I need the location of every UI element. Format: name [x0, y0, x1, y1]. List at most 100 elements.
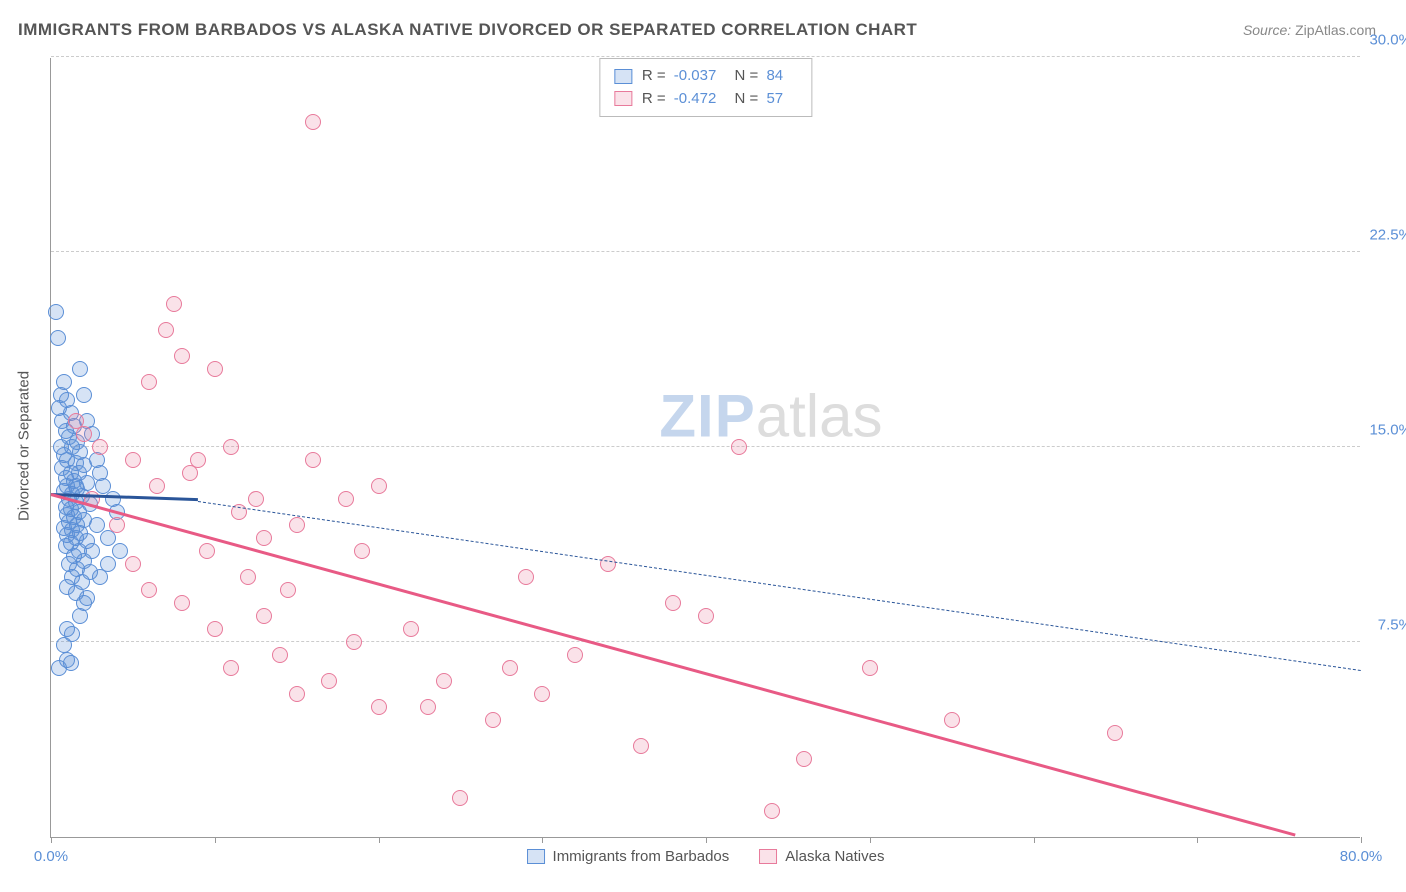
- data-point-alaska: [338, 491, 354, 507]
- legend-label-alaska: Alaska Natives: [785, 848, 884, 865]
- data-point-alaska: [731, 439, 747, 455]
- gridline: [51, 251, 1360, 252]
- data-point-barbados: [100, 556, 116, 572]
- xtick: [1197, 837, 1198, 843]
- y-axis-label: Divorced or Separated: [16, 371, 33, 521]
- data-point-barbados: [89, 517, 105, 533]
- data-point-alaska: [280, 582, 296, 598]
- data-point-barbados: [56, 637, 72, 653]
- data-point-barbados: [72, 608, 88, 624]
- legend-swatch-alaska: [614, 91, 632, 106]
- plot-area: ZIPatlas R = -0.037 N = 84 R = -0.472 N …: [50, 58, 1360, 838]
- data-point-alaska: [174, 595, 190, 611]
- xtick: [51, 837, 52, 843]
- n-label: N =: [735, 67, 759, 84]
- ytick-label: 15.0%: [1369, 422, 1406, 439]
- legend-swatch-barbados: [614, 69, 632, 84]
- data-point-alaska: [1107, 725, 1123, 741]
- data-point-alaska: [600, 556, 616, 572]
- data-point-alaska: [141, 582, 157, 598]
- legend-swatch-alaska: [759, 849, 777, 864]
- legend-bottom: Immigrants from Barbados Alaska Natives: [527, 848, 885, 865]
- source-attribution: Source: ZipAtlas.com: [1243, 22, 1376, 38]
- data-point-barbados: [68, 478, 84, 494]
- data-point-alaska: [223, 660, 239, 676]
- source-value: ZipAtlas.com: [1295, 22, 1376, 38]
- data-point-alaska: [354, 543, 370, 559]
- legend-label-barbados: Immigrants from Barbados: [553, 848, 730, 865]
- data-point-barbados: [76, 387, 92, 403]
- data-point-alaska: [764, 803, 780, 819]
- legend-bottom-item-barbados: Immigrants from Barbados: [527, 848, 730, 865]
- data-point-alaska: [149, 478, 165, 494]
- legend-swatch-barbados: [527, 849, 545, 864]
- gridline: [51, 56, 1360, 57]
- data-point-alaska: [248, 491, 264, 507]
- data-point-alaska: [518, 569, 534, 585]
- xtick: [1034, 837, 1035, 843]
- data-point-barbados: [105, 491, 121, 507]
- data-point-alaska: [158, 322, 174, 338]
- data-point-barbados: [72, 361, 88, 377]
- xtick: [215, 837, 216, 843]
- data-point-barbados: [84, 543, 100, 559]
- legend-bottom-item-alaska: Alaska Natives: [759, 848, 884, 865]
- xtick-label: 0.0%: [34, 848, 68, 865]
- source-label: Source:: [1243, 22, 1291, 38]
- xtick: [1361, 837, 1362, 843]
- data-point-alaska: [256, 530, 272, 546]
- data-point-alaska: [420, 699, 436, 715]
- data-point-alaska: [346, 634, 362, 650]
- chart-title: IMMIGRANTS FROM BARBADOS VS ALASKA NATIV…: [18, 20, 917, 40]
- data-point-alaska: [240, 569, 256, 585]
- data-point-alaska: [371, 699, 387, 715]
- data-point-alaska: [141, 374, 157, 390]
- watermark: ZIPatlas: [659, 382, 882, 451]
- data-point-alaska: [796, 751, 812, 767]
- data-point-alaska: [223, 439, 239, 455]
- data-point-alaska: [125, 556, 141, 572]
- data-point-alaska: [109, 517, 125, 533]
- legend-top-row-alaska: R = -0.472 N = 57: [614, 88, 797, 111]
- data-point-alaska: [207, 621, 223, 637]
- data-point-alaska: [321, 673, 337, 689]
- data-point-alaska: [92, 439, 108, 455]
- xtick: [379, 837, 380, 843]
- ytick-label: 7.5%: [1378, 617, 1406, 634]
- ytick-label: 22.5%: [1369, 227, 1406, 244]
- data-point-alaska: [698, 608, 714, 624]
- watermark-atlas: atlas: [756, 383, 883, 450]
- data-point-barbados: [112, 543, 128, 559]
- data-point-alaska: [207, 361, 223, 377]
- data-point-barbados: [51, 660, 67, 676]
- data-point-alaska: [256, 608, 272, 624]
- data-point-alaska: [371, 478, 387, 494]
- data-point-alaska: [502, 660, 518, 676]
- data-point-alaska: [125, 452, 141, 468]
- r-label: R =: [642, 90, 666, 107]
- data-point-barbados: [50, 330, 66, 346]
- data-point-alaska: [944, 712, 960, 728]
- legend-top-row-barbados: R = -0.037 N = 84: [614, 65, 797, 88]
- data-point-alaska: [305, 114, 321, 130]
- data-point-alaska: [567, 647, 583, 663]
- data-point-alaska: [174, 348, 190, 364]
- xtick: [542, 837, 543, 843]
- data-point-alaska: [289, 517, 305, 533]
- n-value-barbados: 84: [766, 67, 783, 84]
- data-point-alaska: [272, 647, 288, 663]
- data-point-alaska: [485, 712, 501, 728]
- n-value-alaska: 57: [766, 90, 783, 107]
- data-point-alaska: [862, 660, 878, 676]
- legend-top: R = -0.037 N = 84 R = -0.472 N = 57: [599, 58, 812, 117]
- data-point-alaska: [534, 686, 550, 702]
- xtick-label: 80.0%: [1340, 848, 1383, 865]
- trendline: [198, 501, 1361, 671]
- data-point-barbados: [48, 304, 64, 320]
- data-point-alaska: [452, 790, 468, 806]
- r-label: R =: [642, 67, 666, 84]
- data-point-alaska: [403, 621, 419, 637]
- r-value-alaska: -0.472: [674, 90, 717, 107]
- r-value-barbados: -0.037: [674, 67, 717, 84]
- data-point-alaska: [289, 686, 305, 702]
